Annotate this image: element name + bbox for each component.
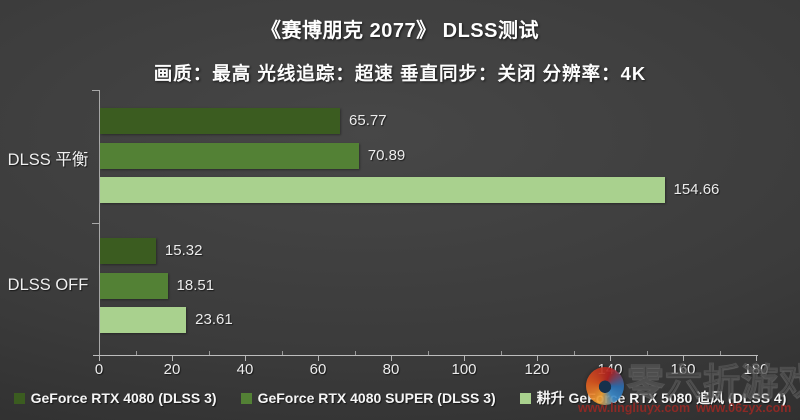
x-axis-tick-label: 140	[597, 361, 623, 378]
chart-title: 《赛博朋克 2077》 DLSS测试	[261, 20, 539, 42]
bar-dlss-balanced-series-0	[100, 108, 341, 134]
x-axis-minor-tick	[208, 351, 210, 355]
bar-value-label: 15.32	[164, 242, 203, 259]
value-axis-line	[93, 355, 758, 356]
x-axis-tick-label: 100	[451, 361, 477, 378]
bar-dlss-off-series-2	[100, 307, 187, 333]
x-axis-major-tick	[464, 356, 465, 361]
x-axis-tick-label: 80	[382, 361, 400, 378]
bar-dlss-off-series-0	[100, 238, 156, 264]
x-axis-minor-tick	[281, 351, 283, 355]
bar-value-label: 154.66	[673, 181, 720, 198]
x-axis-major-tick	[756, 356, 757, 361]
x-axis-minor-tick	[719, 351, 721, 355]
x-axis-major-tick	[683, 356, 684, 361]
bar-value-label: 70.89	[367, 146, 406, 164]
legend-item: GeForce RTX 4080 SUPER (DLSS 3)	[240, 390, 496, 406]
legend-item: GeForce RTX 4080 (DLSS 3)	[13, 390, 217, 406]
chart-subtitle: 画质：最高 光线追踪：超速 垂直同步：关闭 分辨率：4K	[153, 63, 647, 84]
x-axis-minor-tick	[573, 351, 575, 355]
legend-item: 耕升 GeForce RTX 5080 追风 (DLSS 4)	[519, 388, 787, 408]
category-axis-line	[99, 90, 100, 355]
x-axis-tick-label: 160	[670, 361, 696, 378]
x-axis-major-tick	[318, 356, 319, 361]
x-axis-major-tick	[172, 356, 173, 361]
x-axis-tick-label: 40	[236, 361, 254, 378]
x-axis-tick-label: 180	[743, 361, 769, 378]
legend-swatch-rtx4080super-icon	[240, 392, 252, 404]
x-axis-minor-tick	[354, 351, 356, 355]
category-axis-tick	[92, 90, 99, 91]
x-axis-minor-tick	[427, 351, 429, 355]
legend: GeForce RTX 4080 (DLSS 3) GeForce RTX 40…	[0, 387, 800, 409]
x-axis-major-tick	[245, 356, 246, 361]
legend-label: 耕升 GeForce RTX 5080 追风 (DLSS 4)	[536, 390, 787, 406]
bar-dlss-off-series-1	[100, 272, 168, 299]
legend-label: GeForce RTX 4080 (DLSS 3)	[30, 390, 217, 406]
bar-dlss-balanced-series-1	[100, 142, 359, 169]
category-axis-tick	[92, 222, 99, 224]
legend-label: GeForce RTX 4080 SUPER (DLSS 3)	[257, 390, 496, 406]
bar-value-label: 18.51	[176, 276, 215, 294]
category-label: DLSS OFF	[7, 275, 89, 294]
x-axis-tick-label: 0	[94, 361, 104, 378]
x-axis-minor-tick	[135, 351, 137, 355]
x-axis-minor-tick	[646, 351, 648, 355]
x-axis-major-tick	[537, 356, 538, 361]
x-axis-tick-label: 20	[163, 361, 181, 378]
x-axis-major-tick	[391, 356, 392, 361]
bar-value-label: 23.61	[195, 311, 233, 328]
x-axis-major-tick	[610, 356, 611, 361]
legend-swatch-rtx5080-icon	[519, 392, 531, 404]
category-label: DLSS 平衡	[7, 150, 89, 169]
bar-value-label: 65.77	[349, 112, 387, 129]
x-axis-tick-label: 60	[309, 361, 327, 378]
x-axis-major-tick	[99, 356, 100, 361]
x-axis-minor-tick	[500, 351, 502, 355]
x-axis-tick-label: 120	[524, 361, 550, 378]
bar-dlss-balanced-series-2	[100, 177, 665, 203]
legend-swatch-rtx4080-icon	[13, 392, 25, 404]
